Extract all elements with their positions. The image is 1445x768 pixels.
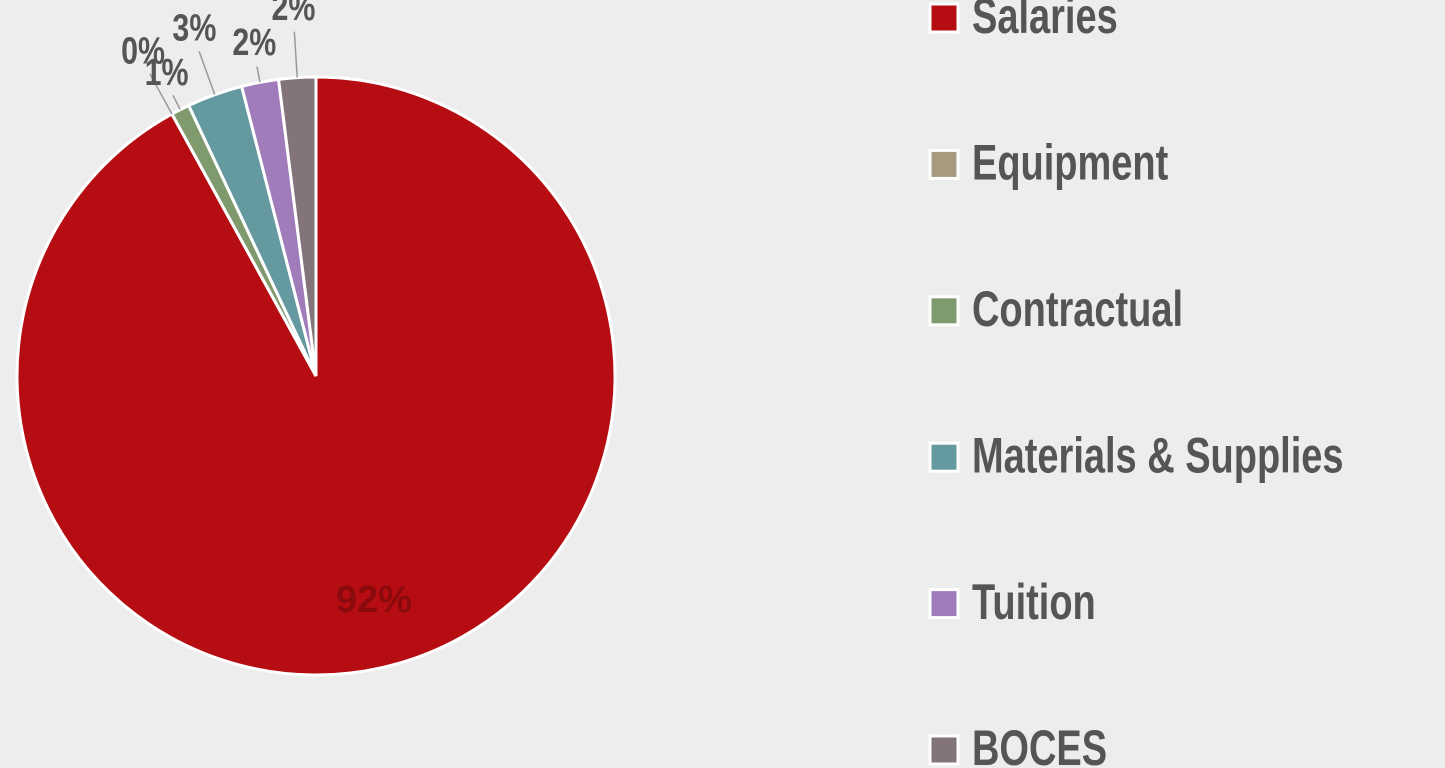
legend-label: Salaries <box>972 0 1118 44</box>
legend-swatch <box>928 441 960 473</box>
leader-line <box>293 31 298 78</box>
data-label: 3% <box>172 7 216 49</box>
leader-line <box>256 66 261 83</box>
leader-line <box>198 51 216 95</box>
legend-swatch <box>928 2 960 34</box>
legend-swatch <box>928 588 960 620</box>
legend-swatch <box>928 295 960 327</box>
data-label: 92% <box>336 579 412 621</box>
legend-label: Contractual <box>972 282 1183 337</box>
leader-line <box>149 73 173 115</box>
legend-label: Tuition <box>972 575 1096 630</box>
data-label: 2% <box>232 22 276 64</box>
legend-label: Materials & Supplies <box>972 429 1344 484</box>
data-label: 0% <box>121 30 165 72</box>
legend-swatch <box>928 734 960 766</box>
legend-swatch <box>928 148 960 180</box>
legend-label: BOCES <box>972 721 1107 768</box>
data-label: 1% <box>145 52 189 94</box>
legend-label: Equipment <box>972 136 1168 191</box>
data-label: 2% <box>271 0 315 29</box>
leader-line <box>172 94 181 110</box>
